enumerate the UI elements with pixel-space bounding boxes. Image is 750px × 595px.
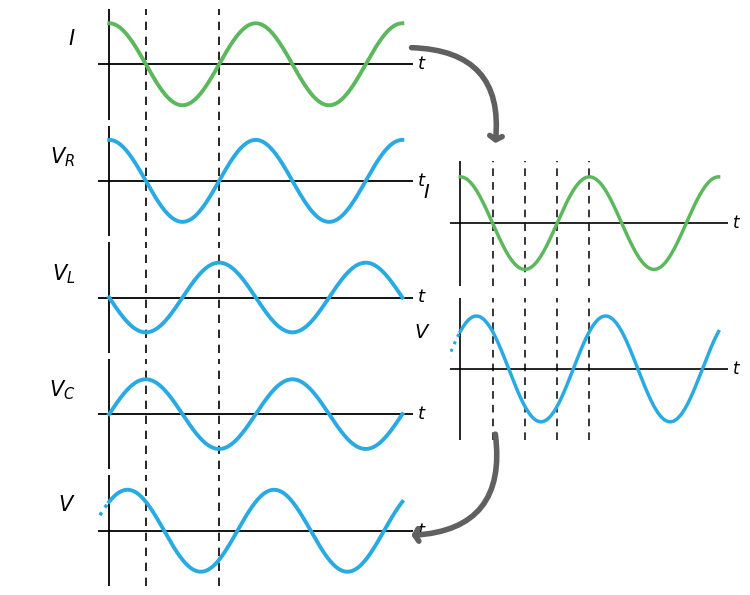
Text: $\mathit{V}_C$: $\mathit{V}_C$ (49, 378, 76, 402)
Text: $\mathit{V}$: $\mathit{V}$ (58, 495, 76, 515)
Text: $\mathit{I}$: $\mathit{I}$ (68, 29, 76, 49)
FancyArrowPatch shape (415, 434, 497, 541)
Text: $t$: $t$ (417, 172, 427, 190)
Text: $t$: $t$ (732, 360, 741, 378)
Text: $\mathit{I}$: $\mathit{I}$ (423, 183, 430, 202)
Text: $t$: $t$ (417, 55, 427, 73)
Text: $\mathit{V}$: $\mathit{V}$ (414, 323, 430, 342)
Text: $t$: $t$ (417, 522, 427, 540)
Text: $t$: $t$ (417, 405, 427, 423)
FancyArrowPatch shape (412, 48, 503, 140)
Text: $\mathit{V}_R$: $\mathit{V}_R$ (50, 145, 76, 169)
Text: $t$: $t$ (417, 289, 427, 306)
Text: $\mathit{V}_L$: $\mathit{V}_L$ (52, 262, 76, 286)
Text: $t$: $t$ (732, 214, 741, 232)
